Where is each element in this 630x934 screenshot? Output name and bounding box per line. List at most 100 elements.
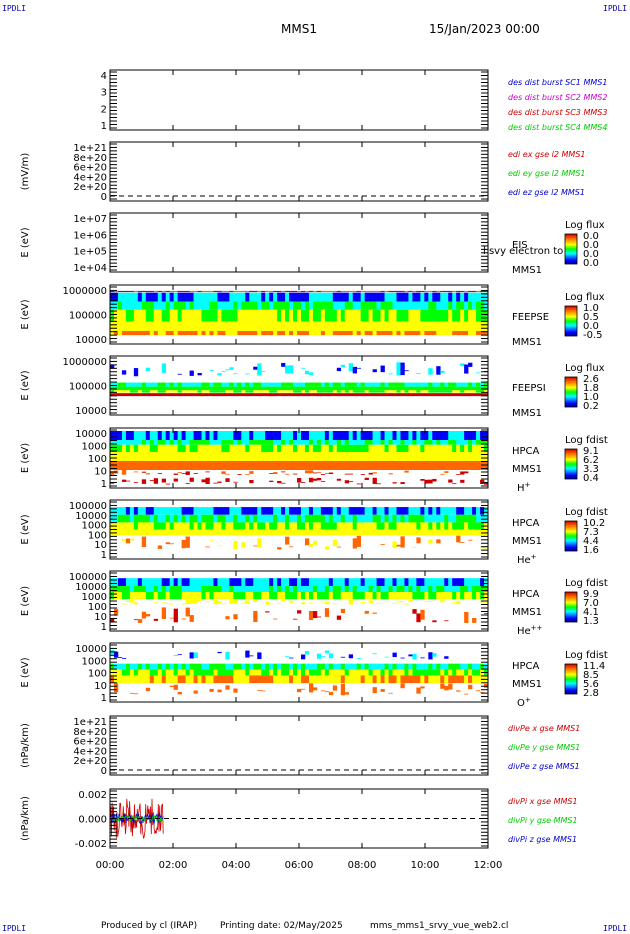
heatmap-cell-hpca_o [432, 675, 437, 684]
heatmap-cell-hpca_h [125, 431, 131, 440]
heatmap-cell-feepse [149, 301, 155, 310]
heatmap-cell-hpca_h [340, 444, 346, 452]
heatmap-cell-hpca_hepp [285, 586, 290, 592]
heatmap-cell-hpca_o [380, 675, 385, 684]
heatmap-cell-feepsi [364, 390, 369, 393]
heatmap-cell-feepse [293, 321, 298, 332]
heatmap-cell-hpca_he [241, 529, 246, 536]
heatmap-cell-hpca_o [257, 690, 262, 691]
heatmap-cell-hpca_he [145, 529, 151, 536]
heatmap-cell-hpca_hepp [241, 578, 246, 586]
heatmap-cell-feepse [285, 331, 290, 336]
heatmap-cell-hpca_o [181, 663, 186, 670]
heatmap-cell-hpca_he [396, 529, 401, 536]
heatmap-cell-feepse [360, 309, 365, 322]
heatmap-cell-feepsi [281, 390, 286, 393]
heatmap-cell-hpca_hepp [289, 586, 294, 592]
heatmap-cell-hpca_h [217, 461, 222, 470]
heatmap-cell-feepsi [213, 386, 218, 391]
heatmap-cell-hpca_he [360, 529, 365, 536]
heatmap-cell-hpca_he [277, 507, 282, 515]
heatmap-cell-hpca_o [173, 654, 178, 656]
heatmap-cell-hpca_he [225, 522, 230, 530]
heatmap-cell-hpca_o [237, 675, 242, 684]
heatmap-cell-hpca_hepp [372, 586, 377, 592]
heatmap-cell-hpca_hepp [125, 578, 131, 586]
heatmap-cell-feepse [444, 290, 449, 293]
heatmap-cell-hpca_he [376, 522, 381, 530]
heatmap-cell-hpca_h [356, 452, 361, 461]
heatmap-cell-feepse [217, 331, 222, 336]
heatmap-cell-hpca_he [412, 514, 417, 523]
heatmap-cell-hpca_hepp [300, 592, 306, 600]
heatmap-cell-hpca_hepp [456, 600, 461, 605]
heatmap-cell-hpca_hepp [261, 592, 266, 600]
heatmap-cell-hpca_hepp [460, 592, 465, 600]
heatmap-cell-feepsi [324, 382, 330, 387]
heatmap-cell-hpca_h [293, 431, 298, 440]
heatmap-cell-feepse [121, 331, 127, 336]
heatmap-cell-hpca_h [432, 431, 437, 440]
heatmap-cell-hpca_h [428, 431, 433, 440]
heatmap-cell-feepsi [348, 386, 354, 391]
heatmap-cell-hpca_h [484, 431, 489, 440]
heatmap-cell-hpca_he [265, 507, 270, 515]
heatmap-cell-feepse [297, 321, 302, 332]
heatmap-cell-feepse [476, 301, 481, 310]
heatmap-cell-feepsi [440, 390, 445, 393]
heatmap-cell-feepsi [444, 393, 449, 397]
heatmap-cell-hpca_h [444, 431, 449, 440]
heatmap-cell-feepse [297, 301, 302, 310]
heatmap-cell-hpca_h [424, 452, 429, 461]
heatmap-cell-feepsi [300, 390, 306, 393]
heatmap-cell-hpca_o [173, 663, 178, 670]
heatmap-cell-feepsi [217, 373, 222, 376]
heatmap-cell-hpca_he [432, 514, 437, 523]
heatmap-cell-hpca_hepp [444, 586, 449, 592]
heatmap-cell-hpca_he [245, 507, 250, 515]
heatmap-cell-hpca_h [316, 440, 322, 445]
heatmap-cell-hpca_o [316, 663, 322, 670]
heatmap-cell-hpca_he [388, 507, 393, 515]
heatmap-cell-hpca_h [332, 461, 338, 470]
spacecraft-label-eis: MMS1 [512, 265, 542, 276]
heatmap-cell-hpca_hepp [153, 602, 159, 604]
heatmap-cell-feepse [241, 301, 246, 310]
heatmap-cell-hpca_h [344, 480, 350, 484]
heatmap-cell-feepsi [308, 386, 314, 391]
heatmap-cell-hpca_h [185, 452, 190, 461]
heatmap-cell-feepsi [261, 393, 266, 397]
heatmap-cell-hpca_h [332, 444, 338, 452]
heatmap-cell-hpca_o [269, 663, 274, 670]
heatmap-cell-hpca_he [149, 514, 155, 523]
heatmap-cell-hpca_h [376, 461, 381, 470]
heatmap-cell-feepse [384, 301, 389, 310]
heatmap-cell-feepse [165, 290, 170, 293]
heatmap-cell-hpca_he [197, 507, 202, 515]
heatmap-cell-hpca_o [189, 669, 194, 676]
legend-entry: des dist burst SC1 MMS1 [508, 78, 607, 87]
heatmap-cell-feepse [257, 301, 262, 310]
heatmap-cell-hpca_he [392, 529, 397, 536]
heatmap-cell-feepse [392, 292, 397, 302]
heatmap-cell-hpca_he [316, 514, 322, 523]
heatmap-cell-hpca_o [273, 663, 278, 670]
heatmap-cell-feepsi [376, 393, 381, 397]
heatmap-cell-hpca_he [472, 529, 477, 536]
heatmap-cell-feepsi [356, 367, 361, 369]
heatmap-cell-feepsi [197, 372, 202, 376]
heatmap-cell-feepse [404, 309, 409, 322]
heatmap-cell-feepsi [225, 382, 230, 387]
heatmap-cell-hpca_o [161, 675, 167, 684]
heatmap-cell-hpca_he [420, 529, 425, 536]
heatmap-cell-hpca_he [348, 514, 354, 523]
heatmap-cell-hpca_o [233, 675, 238, 684]
heatmap-cell-hpca_h [181, 444, 186, 452]
heatmap-cell-hpca_h [328, 472, 334, 475]
heatmap-cell-hpca_he [125, 522, 131, 530]
heatmap-cell-hpca_h [257, 440, 262, 445]
heatmap-cell-feepse [308, 309, 314, 322]
heatmap-cell-feepsi [265, 386, 270, 391]
heatmap-cell-hpca_o [273, 675, 278, 684]
heatmap-cell-feepse [153, 309, 159, 322]
